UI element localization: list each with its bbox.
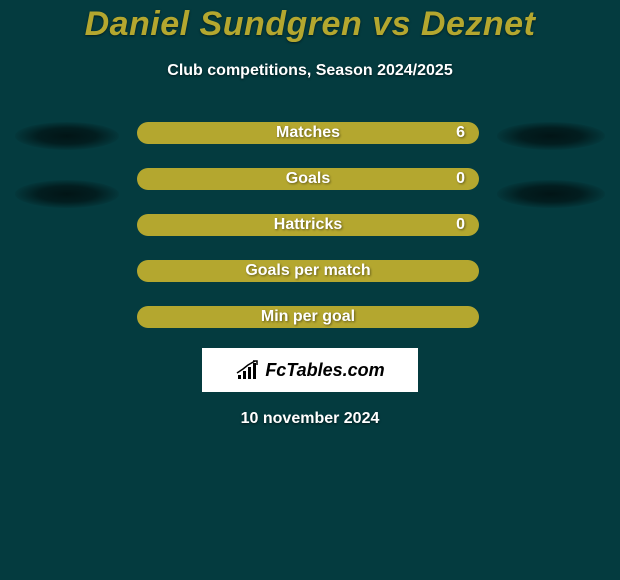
stat-bar-min-per-goal: Min per goal [137, 306, 479, 328]
stat-value: 0 [456, 216, 465, 234]
stat-bar-matches: Matches 6 [137, 122, 479, 144]
stat-bars-column: Matches 6 Goals 0 Hattricks 0 Goals per … [137, 122, 479, 328]
shadow-ellipse [497, 180, 605, 208]
stat-label: Min per goal [261, 308, 355, 326]
chart-icon [235, 359, 261, 381]
left-shadow-column [15, 122, 119, 208]
date-text: 10 november 2024 [0, 410, 620, 428]
stat-value: 6 [456, 124, 465, 142]
logo-text: FcTables.com [265, 360, 384, 381]
stat-label: Hattricks [274, 216, 342, 234]
page-title: Daniel Sundgren vs Deznet [0, 5, 620, 44]
shadow-ellipse [15, 122, 119, 150]
shadow-ellipse [497, 122, 605, 150]
shadow-ellipse [15, 180, 119, 208]
stat-value: 0 [456, 170, 465, 188]
stat-bar-goals-per-match: Goals per match [137, 260, 479, 282]
stat-label: Goals [286, 170, 330, 188]
right-shadow-column [497, 122, 605, 208]
stats-area: Matches 6 Goals 0 Hattricks 0 Goals per … [0, 122, 620, 328]
subtitle: Club competitions, Season 2024/2025 [0, 62, 620, 80]
infographic-container: Daniel Sundgren vs Deznet Club competiti… [0, 0, 620, 428]
logo-box: FcTables.com [202, 348, 418, 392]
stat-bar-goals: Goals 0 [137, 168, 479, 190]
stat-label: Goals per match [245, 262, 370, 280]
stat-bar-hattricks: Hattricks 0 [137, 214, 479, 236]
stat-label: Matches [276, 124, 340, 142]
